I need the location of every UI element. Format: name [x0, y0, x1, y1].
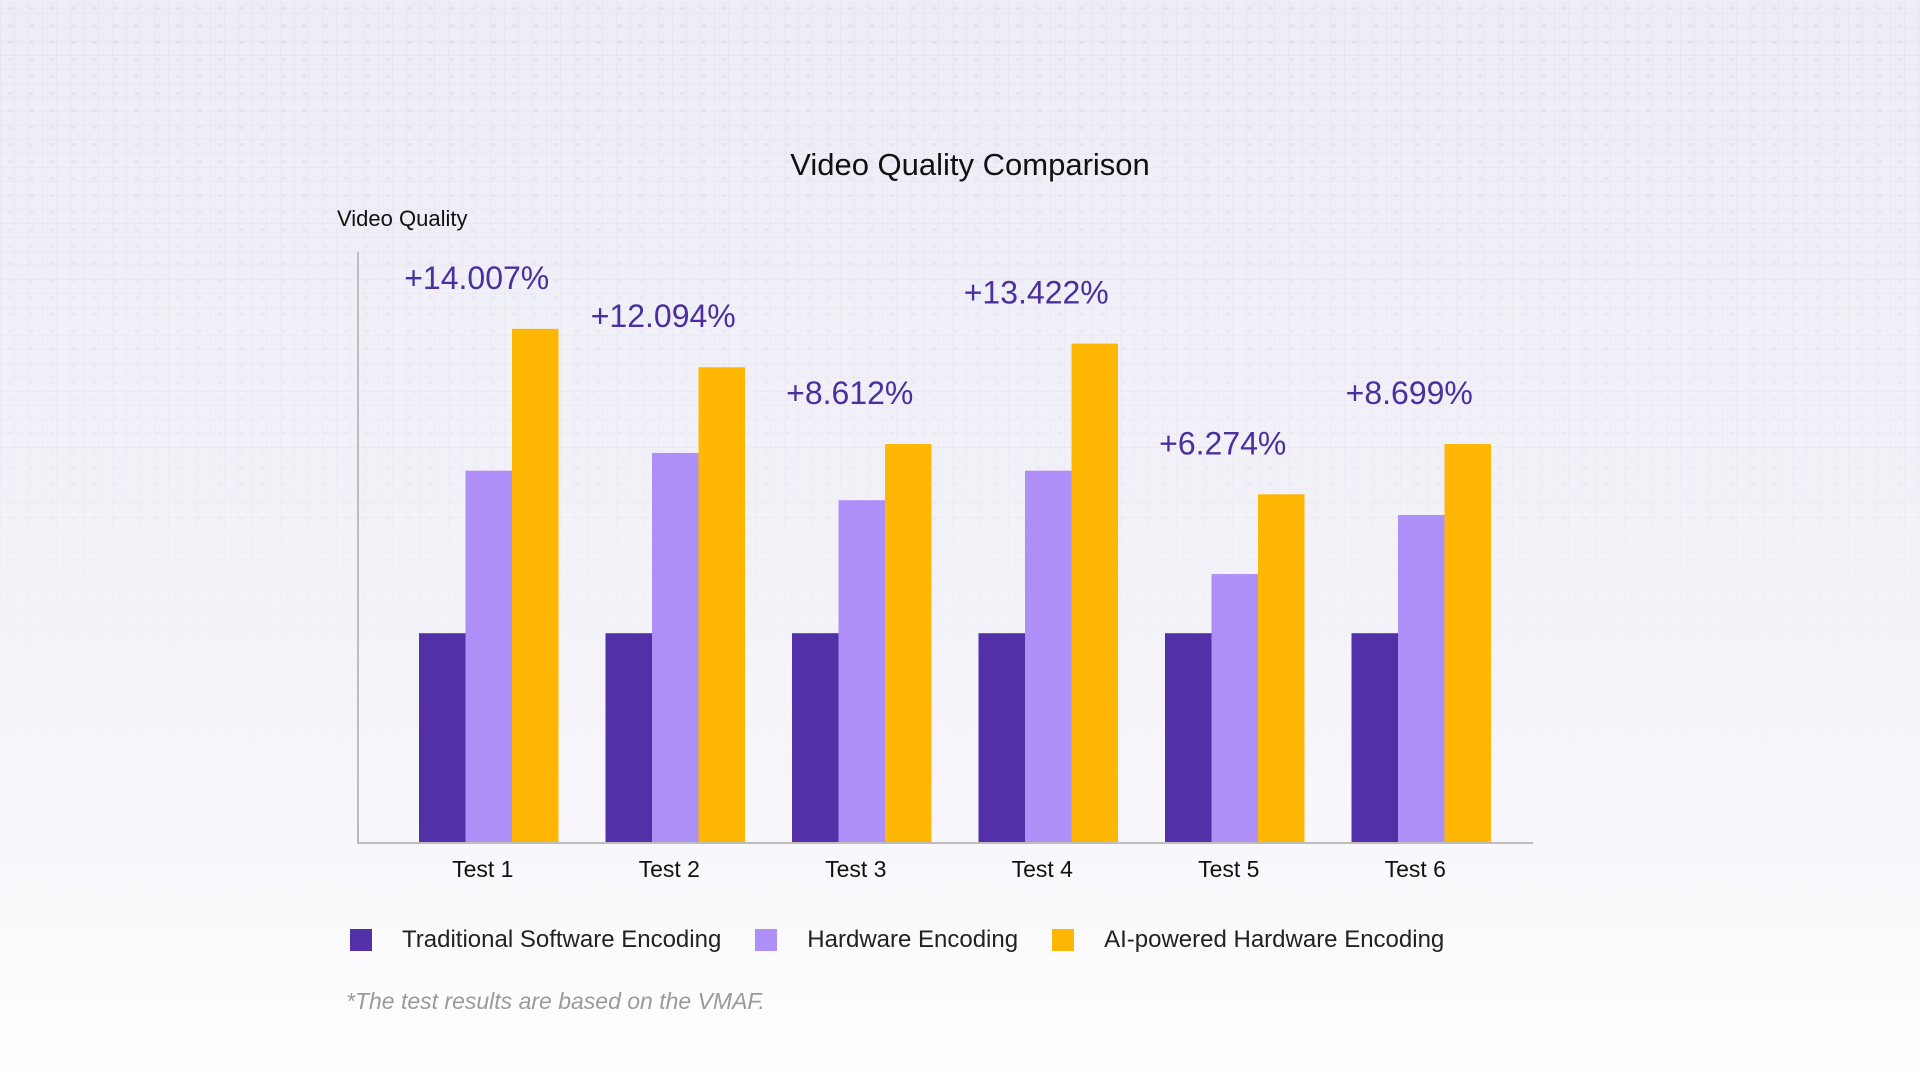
annotation-label-5: +6.274%	[1159, 425, 1286, 461]
legend-item-ai: AI-powered Hardware Encoding	[1052, 926, 1444, 954]
legend-swatch-ai	[1052, 929, 1075, 951]
x-tick-label-3: Test 3	[825, 856, 886, 882]
bar-2-series-2	[652, 452, 699, 843]
bar-5-series-1	[1165, 633, 1212, 843]
bar-3-series-1	[792, 633, 839, 843]
bar-4-series-2	[1025, 470, 1072, 843]
background-dots	[0, 0, 1920, 760]
bar-3-series-3	[885, 444, 932, 843]
x-tick-label-4: Test 4	[1012, 856, 1074, 882]
background-pattern	[0, 0, 1920, 820]
bar-1-series-3	[512, 328, 559, 844]
chart-legend: Traditional Software Encoding Hardware E…	[350, 926, 1478, 954]
legend-swatch-traditional	[350, 929, 372, 951]
x-tick-label-1: Test 1	[452, 856, 513, 882]
bar-1-series-1	[419, 633, 466, 843]
annotation-label-2: +12.094%	[591, 298, 736, 334]
legend-label-traditional: Traditional Software Encoding	[402, 926, 722, 953]
bar-6-series-2	[1398, 514, 1445, 843]
legend-item-traditional: Traditional Software Encoding	[350, 926, 721, 954]
bar-5-series-2	[1211, 574, 1258, 843]
annotation-label-6: +8.699%	[1346, 375, 1473, 411]
chart-title: Video Quality Comparison	[790, 147, 1150, 182]
bar-3-series-2	[838, 500, 885, 843]
footnote: *The test results are based on the VMAF.	[346, 988, 765, 1014]
bar-2-series-3	[698, 367, 745, 843]
bar-6-series-3	[1444, 444, 1491, 843]
legend-item-hardware: Hardware Encoding	[755, 926, 1018, 954]
bar-5-series-3	[1258, 494, 1305, 843]
bar-4-series-1	[978, 633, 1025, 843]
legend-label-ai: AI-powered Hardware Encoding	[1104, 926, 1445, 953]
bar-1-series-2	[465, 470, 512, 843]
bar-6-series-1	[1351, 633, 1398, 843]
x-tick-label-6: Test 6	[1385, 856, 1446, 882]
x-tick-label-5: Test 5	[1198, 856, 1259, 882]
legend-label-hardware: Hardware Encoding	[807, 926, 1019, 953]
y-axis-label: Video Quality	[337, 206, 468, 231]
bar-2-series-1	[605, 633, 652, 843]
annotation-label-1: +14.007%	[404, 260, 549, 296]
x-tick-label-2: Test 2	[639, 856, 700, 882]
bar-4-series-3	[1071, 343, 1118, 843]
annotation-label-3: +8.612%	[786, 375, 913, 411]
annotation-label-4: +13.422%	[964, 275, 1109, 311]
legend-swatch-hardware	[755, 929, 778, 951]
